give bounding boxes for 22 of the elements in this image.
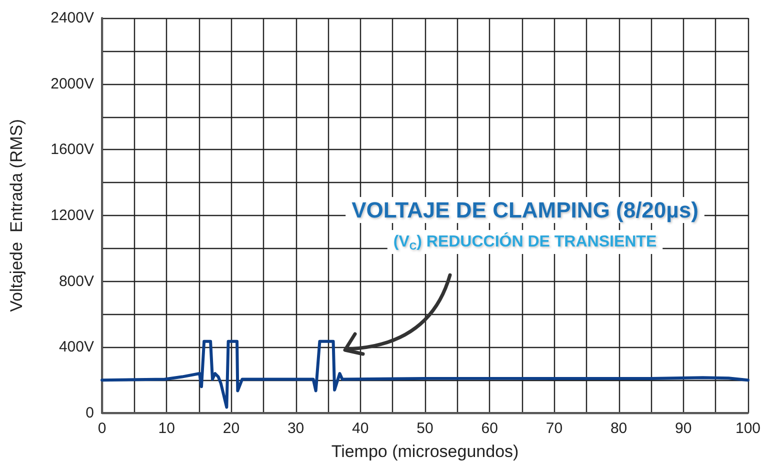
x-axis-title: Tiempo (microsegundos)	[331, 442, 519, 461]
x-tick-label: 70	[546, 420, 563, 437]
line-series	[100, 340, 750, 409]
x-tick-label: 90	[675, 420, 692, 437]
x-tick-label: 20	[222, 420, 240, 437]
x-tick-label: 100	[735, 420, 761, 437]
y-tick-label: 1600V	[50, 141, 94, 158]
y-tick-label: 0	[86, 404, 94, 422]
x-tick-label: 10	[158, 420, 175, 437]
y-tick-label: 800V	[58, 272, 94, 290]
x-tick-label: 50	[416, 420, 434, 437]
y-tick-label: 1200V	[50, 207, 94, 224]
y-axis-title: Voltajede Entrada (RMS)	[7, 119, 26, 312]
x-tick-label: 30	[287, 420, 304, 437]
x-tick-label: 60	[481, 420, 498, 437]
y-tick-label: 2000V	[50, 75, 94, 92]
y-tick-label: 400V	[58, 338, 94, 356]
x-tick-label: 40	[352, 420, 369, 437]
x-tick-label: 80	[610, 420, 628, 437]
y-tick-label: 2400V	[50, 10, 94, 26]
x-tick-label: 0	[98, 420, 106, 437]
annotation: VOLTAJE DE CLAMPING (8/20µs)	[352, 198, 698, 222]
